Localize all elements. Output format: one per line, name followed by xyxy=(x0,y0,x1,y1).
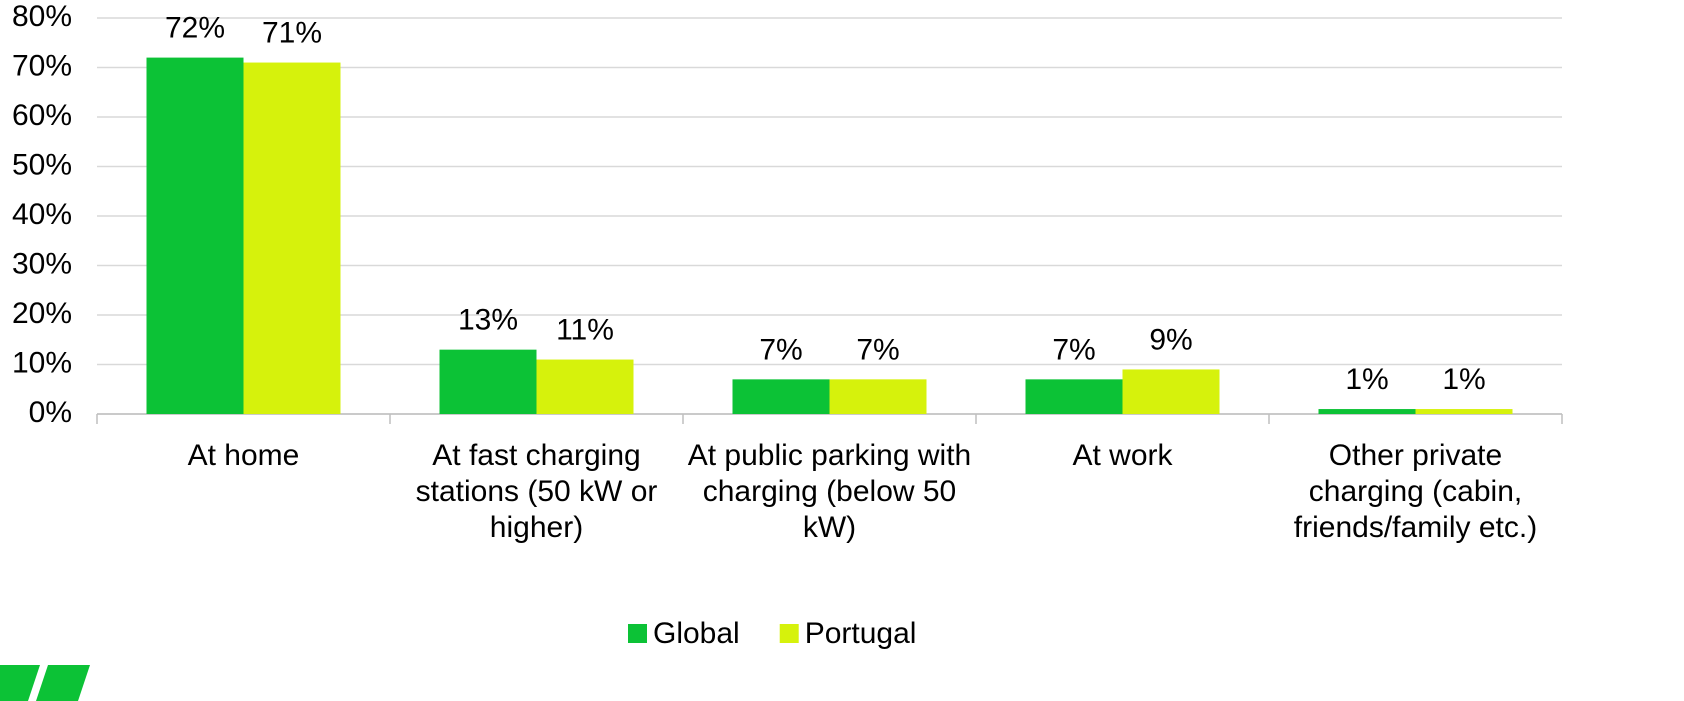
bar xyxy=(243,62,341,415)
y-tick-label: 60% xyxy=(12,99,72,132)
y-tick-label: 30% xyxy=(12,247,72,280)
data-label: 1% xyxy=(1442,363,1485,396)
y-tick-label: 0% xyxy=(29,396,72,429)
bar xyxy=(1318,409,1416,414)
bar xyxy=(732,379,830,414)
x-tick-label: Other private charging (cabin, friends/f… xyxy=(1293,439,1538,544)
bar xyxy=(1025,379,1123,414)
data-label: 7% xyxy=(856,333,899,366)
data-label: 72% xyxy=(165,12,225,45)
y-tick-label: 10% xyxy=(12,346,72,379)
legend-swatch xyxy=(628,624,647,643)
legend-label: Portugal xyxy=(805,617,917,650)
data-label: 7% xyxy=(759,333,802,366)
legend-label: Global xyxy=(653,617,740,650)
y-tick-label: 80% xyxy=(12,0,72,33)
data-label: 9% xyxy=(1149,323,1192,356)
y-tick-label: 40% xyxy=(12,198,72,231)
x-tick-label: At fast charging stations (50 kW or high… xyxy=(415,439,658,544)
x-tick-label: At home xyxy=(187,439,300,472)
bar xyxy=(1415,409,1513,414)
y-tick-label: 20% xyxy=(12,297,72,330)
bar xyxy=(829,379,927,414)
data-label: 71% xyxy=(262,16,322,49)
x-tick-label: At public parking with charging (below 5… xyxy=(687,439,972,544)
bar xyxy=(439,349,537,414)
x-tick-label: At work xyxy=(1072,439,1173,472)
bar xyxy=(536,359,634,414)
logo xyxy=(0,665,40,701)
data-label: 7% xyxy=(1052,333,1095,366)
y-tick-label: 70% xyxy=(12,49,72,82)
logo xyxy=(36,665,90,701)
data-label: 13% xyxy=(458,304,518,337)
bar xyxy=(146,57,244,414)
data-label: 1% xyxy=(1345,363,1388,396)
y-tick-label: 50% xyxy=(12,148,72,181)
legend-swatch xyxy=(779,624,799,643)
bar xyxy=(1122,369,1220,414)
data-label: 11% xyxy=(556,313,614,346)
